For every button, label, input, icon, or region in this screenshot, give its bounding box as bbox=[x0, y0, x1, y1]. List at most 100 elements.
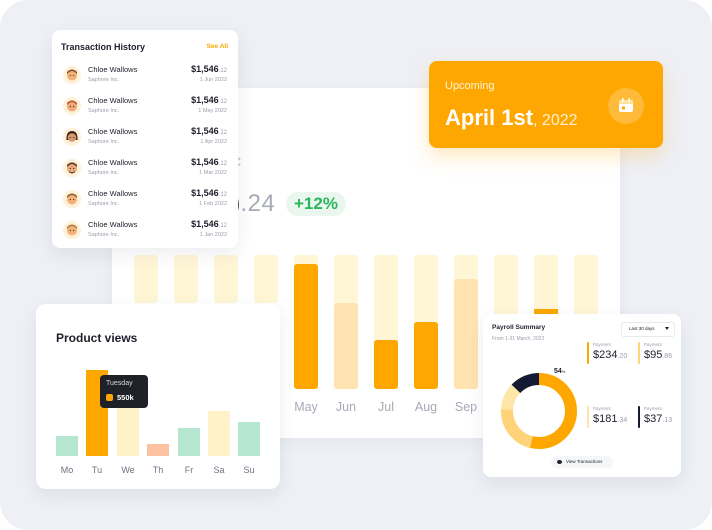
transaction-row[interactable]: Chloe Wallows Saphore Inc. $1,546.12 1 M… bbox=[61, 155, 229, 183]
transaction-row[interactable]: Chloe Wallows Saphore Inc. $1,546.12 1 A… bbox=[61, 124, 229, 152]
revenue-bar-track bbox=[494, 255, 518, 321]
product-views-bar bbox=[238, 422, 260, 456]
month-label: Aug bbox=[415, 400, 437, 414]
memoji-avatar-icon bbox=[63, 66, 81, 84]
transaction-amount-cents: .12 bbox=[218, 161, 227, 167]
transaction-row[interactable]: Chloe Wallows Saphore Inc. $1,546.12 1 F… bbox=[61, 186, 229, 214]
payroll-item-swatch bbox=[587, 406, 589, 428]
day-label: Sa bbox=[213, 465, 225, 475]
month-label: Jun bbox=[336, 400, 356, 414]
revenue-bar bbox=[334, 303, 358, 389]
transaction-amount-main: $1,546 bbox=[191, 157, 219, 167]
payroll-item-value: $181.34 bbox=[593, 413, 627, 425]
transaction-company: Saphore Inc. bbox=[88, 232, 120, 238]
donut-percent: 54% bbox=[554, 368, 565, 375]
see-all-link[interactable]: See All bbox=[206, 43, 228, 50]
revenue-amount-rest: .24 bbox=[240, 190, 276, 217]
memoji-avatar-icon bbox=[63, 97, 81, 115]
payroll-item-swatch bbox=[638, 342, 640, 364]
memoji-avatar-icon bbox=[63, 159, 81, 177]
revenue-bar-track bbox=[174, 255, 198, 303]
payroll-item-cents: .20 bbox=[617, 353, 628, 360]
transaction-amount-main: $1,546 bbox=[191, 64, 219, 74]
payroll-item-label: Payment bbox=[644, 406, 662, 411]
transaction-amount: $1,546.12 bbox=[191, 95, 227, 105]
payroll-subtitle: From 1-31 March, 2022 bbox=[492, 336, 545, 342]
product-views-bar bbox=[117, 404, 139, 456]
donut-percent-unit: % bbox=[561, 369, 566, 374]
month-label: Sep bbox=[455, 400, 477, 414]
month-label: Jul bbox=[378, 400, 394, 414]
transaction-name: Chloe Wallows bbox=[88, 127, 138, 136]
transaction-name: Chloe Wallows bbox=[88, 65, 138, 74]
donut-segment bbox=[501, 373, 577, 449]
memoji-avatar-icon bbox=[63, 190, 81, 208]
transaction-amount: $1,546.12 bbox=[191, 219, 227, 229]
transaction-history-card: Transaction History See All Chloe Wallow… bbox=[52, 30, 238, 248]
payroll-item: Payment $37.13 bbox=[638, 406, 692, 428]
transaction-company: Saphore Inc. bbox=[88, 201, 120, 207]
transaction-amount-main: $1,546 bbox=[191, 219, 219, 229]
transaction-amount-cents: .12 bbox=[218, 192, 227, 198]
calendar-icon bbox=[619, 98, 633, 112]
transaction-row[interactable]: Chloe Wallows Saphore Inc. $1,546.12 1 J… bbox=[61, 62, 229, 90]
tooltip-day: Tuesday bbox=[106, 380, 133, 387]
transaction-name: Chloe Wallows bbox=[88, 220, 138, 229]
payroll-item-value: $95.86 bbox=[644, 349, 672, 361]
donut-percent-value: 54 bbox=[554, 368, 562, 375]
transaction-date: 1 Apr 2022 bbox=[200, 139, 227, 145]
transaction-date: 1 Feb 2022 bbox=[199, 201, 227, 207]
product-views-bar bbox=[56, 436, 78, 456]
payroll-item-amount: $95 bbox=[644, 349, 663, 361]
product-views-card: Product views Tuesday 550k Mo Tu We Th F… bbox=[36, 304, 280, 489]
product-views-bar bbox=[147, 444, 169, 456]
product-views-bar bbox=[208, 411, 230, 456]
payroll-item-label: Payment bbox=[593, 342, 611, 347]
transaction-amount-cents: .12 bbox=[218, 130, 227, 136]
transaction-amount: $1,546.12 bbox=[191, 188, 227, 198]
payroll-item-swatch bbox=[638, 406, 640, 428]
transaction-date: 1 May 2022 bbox=[198, 108, 227, 114]
payroll-item-value: $37.13 bbox=[644, 413, 672, 425]
payroll-item-amount: $181 bbox=[593, 413, 618, 425]
date-range-select[interactable]: Last 30 days bbox=[621, 322, 675, 337]
payroll-item: Payment $234.20 bbox=[587, 342, 641, 364]
transaction-amount-cents: .12 bbox=[218, 223, 227, 229]
upcoming-year: , 2022 bbox=[533, 112, 578, 129]
eye-icon bbox=[557, 460, 562, 464]
transaction-amount-main: $1,546 bbox=[191, 95, 219, 105]
transaction-row[interactable]: Chloe Wallows Saphore Inc. $1,546.12 1 J… bbox=[61, 217, 229, 245]
view-transactions-button[interactable]: View Transactions bbox=[551, 456, 613, 468]
payroll-item-cents: .13 bbox=[662, 417, 673, 424]
view-transactions-label: View Transactions bbox=[566, 459, 603, 464]
revenue-bar bbox=[414, 322, 438, 389]
day-label: Su bbox=[243, 465, 255, 475]
revenue-bar bbox=[374, 340, 398, 389]
payroll-item-swatch bbox=[587, 342, 589, 364]
revenue-bar-track bbox=[534, 255, 558, 321]
payroll-item: Payment $95.86 bbox=[638, 342, 692, 364]
payroll-item-cents: .34 bbox=[617, 417, 628, 424]
transaction-date: 1 Jun 2022 bbox=[199, 77, 227, 83]
day-label: Th bbox=[152, 465, 164, 475]
payroll-item-cents: .86 bbox=[662, 353, 673, 360]
payroll-item-amount: $234 bbox=[593, 349, 618, 361]
product-views-bar bbox=[178, 428, 200, 456]
transaction-name: Chloe Wallows bbox=[88, 96, 138, 105]
memoji-avatar-icon bbox=[63, 128, 81, 146]
day-label: Mo bbox=[60, 465, 74, 475]
calendar-icon-badge[interactable] bbox=[608, 88, 644, 124]
tooltip-value: 550k bbox=[117, 393, 134, 402]
date-range-value: Last 30 days bbox=[629, 326, 655, 331]
upcoming-label: Upcoming bbox=[445, 80, 495, 92]
revenue-change-badge: +12% bbox=[286, 192, 346, 216]
payroll-item-amount: $37 bbox=[644, 413, 663, 425]
payroll-donut-chart bbox=[501, 373, 577, 449]
transaction-company: Saphore Inc. bbox=[88, 77, 120, 83]
day-label: We bbox=[121, 465, 135, 475]
upcoming-card: Upcoming April 1st, 2022 bbox=[429, 61, 663, 148]
transaction-row[interactable]: Chloe Wallows Saphore Inc. $1,546.12 1 M… bbox=[61, 93, 229, 121]
transaction-company: Saphore Inc. bbox=[88, 139, 120, 145]
